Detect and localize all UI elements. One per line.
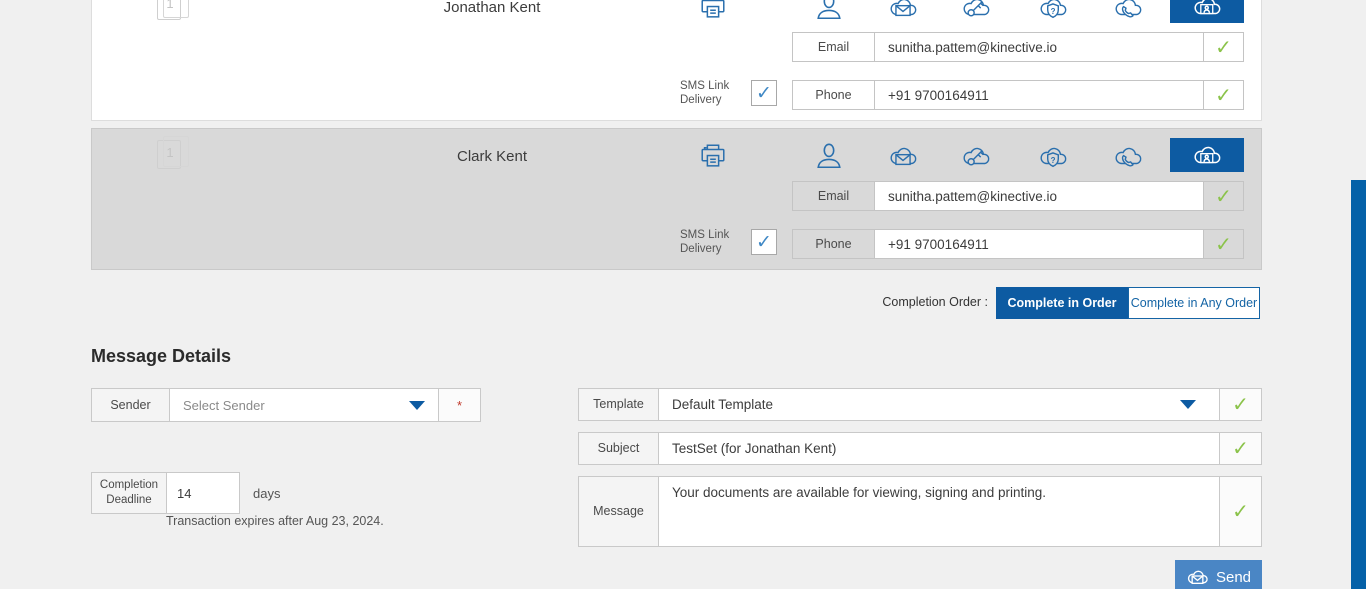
email-field: Email ✓ — [792, 181, 1244, 211]
valid-check-icon: ✓ — [1219, 389, 1261, 420]
recipient-name: Clark Kent — [456, 148, 528, 165]
sms-link-delivery-checkbox[interactable]: ✓ — [751, 229, 777, 255]
phone-label: Phone — [793, 230, 875, 258]
template-select[interactable]: Default Template — [659, 389, 1219, 420]
document-count: 1 — [166, 145, 174, 160]
cloud-email-icon[interactable] — [888, 141, 918, 171]
valid-check-icon: ✓ — [1203, 182, 1243, 210]
vertical-scrollbar[interactable] — [1351, 180, 1366, 589]
checkbox-check-icon: ✓ — [756, 82, 772, 104]
sender-select[interactable]: Select Sender — [170, 389, 438, 421]
deadline-input[interactable] — [167, 485, 239, 501]
deadline-expiry-note: Transaction expires after Aug 23, 2024. — [166, 514, 384, 528]
printer-icon[interactable] — [698, 0, 728, 22]
email-input[interactable] — [875, 33, 1203, 61]
svg-text:?: ? — [1051, 7, 1056, 16]
subject-input[interactable] — [659, 433, 1219, 464]
complete-in-any-order-button[interactable]: Complete in Any Order — [1128, 287, 1260, 319]
message-textarea[interactable]: Your documents are available for viewing… — [659, 477, 1219, 546]
completion-deadline-label: Completion Deadline — [92, 473, 167, 513]
email-input[interactable] — [875, 182, 1203, 210]
document-stack-icon: 1 — [157, 0, 189, 20]
valid-check-icon: ✓ — [1219, 433, 1261, 464]
cloud-send-icon — [1186, 567, 1209, 587]
template-label: Template — [579, 389, 659, 420]
printer-icon[interactable] — [698, 141, 728, 171]
phone-label: Phone — [793, 81, 875, 109]
email-label: Email — [793, 182, 875, 210]
recipient-row-selected[interactable]: 1 Clark Kent — [91, 128, 1262, 270]
recipient-name: Jonathan Kent — [443, 0, 541, 16]
chevron-down-icon[interactable] — [1180, 400, 1196, 409]
sender-row: Sender Select Sender * — [91, 388, 481, 422]
completion-order-label: Completion Order : — [882, 295, 988, 309]
phone-input[interactable] — [875, 81, 1203, 109]
message-label: Message — [579, 477, 659, 546]
sms-link-delivery-label: SMS Link Delivery — [680, 229, 730, 255]
in-person-signing-icon[interactable] — [1170, 0, 1244, 23]
checkbox-check-icon: ✓ — [756, 231, 772, 253]
required-asterisk: * — [438, 389, 480, 421]
sms-link-delivery-checkbox[interactable]: ✓ — [751, 80, 777, 106]
send-button[interactable]: Send — [1175, 560, 1262, 589]
template-value: Default Template — [672, 397, 774, 412]
valid-check-icon: ✓ — [1203, 33, 1243, 61]
deadline-input-cell — [167, 473, 239, 513]
cloud-phone-icon[interactable] — [1113, 141, 1143, 171]
subject-row: Subject ✓ — [578, 432, 1262, 465]
message-details-title: Message Details — [91, 346, 232, 366]
phone-input[interactable] — [875, 230, 1203, 258]
subject-label: Subject — [579, 433, 659, 464]
recipient-row[interactable]: 1 Jonathan Kent — [91, 0, 1262, 121]
in-person-signing-icon[interactable] — [1170, 138, 1244, 172]
email-field: Email ✓ — [792, 32, 1244, 62]
sender-placeholder: Select Sender — [183, 397, 265, 413]
cloud-shield-question-icon[interactable]: ? — [1038, 141, 1068, 171]
cloud-shield-question-icon[interactable]: ? — [1038, 0, 1068, 22]
deadline-unit-label: days — [253, 486, 281, 501]
message-row: Message Your documents are available for… — [578, 476, 1262, 547]
cloud-key-icon[interactable] — [961, 0, 991, 22]
person-icon[interactable] — [814, 141, 844, 171]
complete-in-order-button[interactable]: Complete in Order — [996, 287, 1128, 319]
valid-check-icon: ✓ — [1203, 230, 1243, 258]
document-stack-icon: 1 — [157, 136, 189, 169]
chevron-down-icon[interactable] — [409, 400, 425, 410]
cloud-phone-icon[interactable] — [1113, 0, 1143, 22]
phone-field: Phone ✓ — [792, 80, 1244, 110]
sender-label: Sender — [92, 389, 170, 421]
valid-check-icon: ✓ — [1203, 81, 1243, 109]
completion-deadline-row: Completion Deadline — [91, 472, 240, 514]
sms-link-delivery-label: SMS Link Delivery — [680, 80, 730, 106]
email-label: Email — [793, 33, 875, 61]
cloud-email-icon[interactable] — [888, 0, 918, 22]
send-label: Send — [1215, 568, 1252, 586]
svg-text:?: ? — [1051, 156, 1056, 165]
phone-field: Phone ✓ — [792, 229, 1244, 259]
cloud-key-icon[interactable] — [961, 141, 991, 171]
person-icon[interactable] — [814, 0, 844, 22]
template-row: Template Default Template ✓ — [578, 388, 1262, 421]
document-count: 1 — [166, 0, 174, 11]
valid-check-icon: ✓ — [1219, 477, 1261, 546]
